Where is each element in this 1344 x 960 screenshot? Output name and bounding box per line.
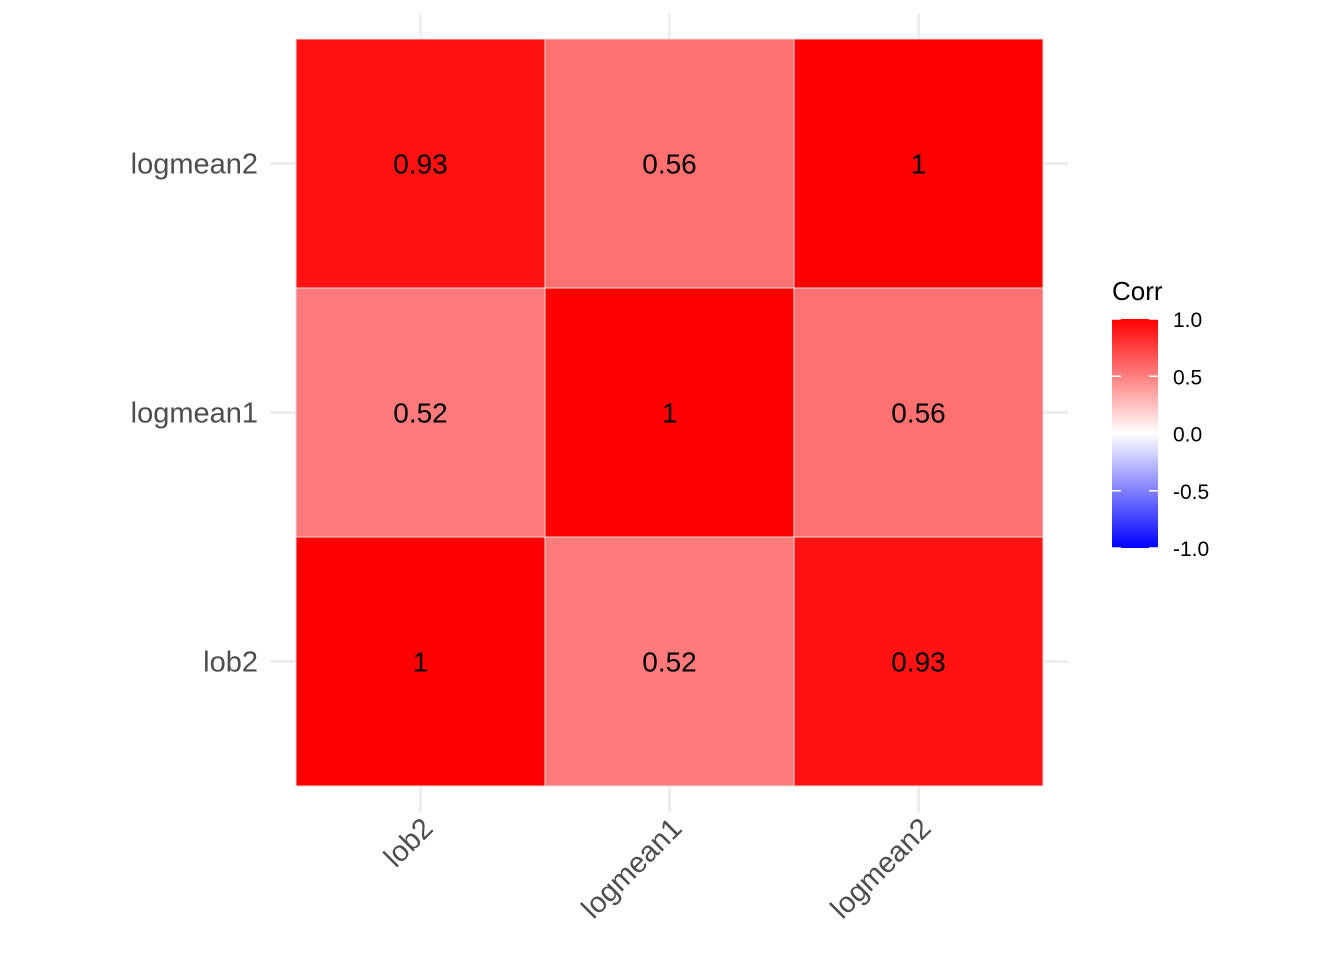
cell-value-label: 1 [911, 149, 927, 180]
y-axis-tick-label: lob2 [203, 647, 258, 679]
y-axis-tick-label: logmean2 [131, 149, 258, 181]
heatmap-cell [544, 287, 795, 538]
heatmap-cell [793, 287, 1044, 538]
cell-value-label: 1 [662, 398, 678, 429]
cell-value-label: 0.93 [891, 647, 946, 678]
legend-tick-label: -1.0 [1173, 538, 1209, 561]
heatmap-cells [295, 38, 1044, 787]
x-axis-tick-label: logmean1 [576, 812, 689, 925]
cell-value-label: 0.56 [891, 398, 946, 429]
legend-tick-label: 0.0 [1173, 424, 1202, 447]
x-axis-tick-label: logmean2 [825, 812, 938, 925]
heatmap-cell [295, 38, 546, 289]
legend: Corr 1.0 0.5 0.0 -0.5 -1.0 [1112, 276, 1209, 561]
x-axis: lob2 logmean1 logmean2 [378, 786, 937, 925]
cell-labels: 1 0.52 0.93 0.52 1 0.56 0.93 0.56 1 [393, 149, 946, 678]
cell-value-label: 0.93 [393, 149, 448, 180]
cell-value-label: 0.56 [642, 149, 697, 180]
legend-tick-label: -0.5 [1173, 481, 1209, 504]
cell-value-label: 1 [413, 647, 429, 678]
heatmap-cell [793, 38, 1044, 289]
x-axis-tick-label: lob2 [378, 812, 439, 873]
y-axis: lob2 logmean1 logmean2 [131, 149, 296, 679]
heatmap-cell [793, 536, 1044, 787]
legend-tick-label: 0.5 [1173, 366, 1202, 389]
heatmap-cell [295, 536, 546, 787]
legend-tick-label: 1.0 [1173, 309, 1202, 332]
cell-value-label: 0.52 [642, 647, 697, 678]
legend-title: Corr [1112, 276, 1163, 306]
heatmap-cell [544, 38, 795, 289]
y-axis-tick-label: logmean1 [131, 398, 258, 430]
cell-value-label: 0.52 [393, 398, 448, 429]
